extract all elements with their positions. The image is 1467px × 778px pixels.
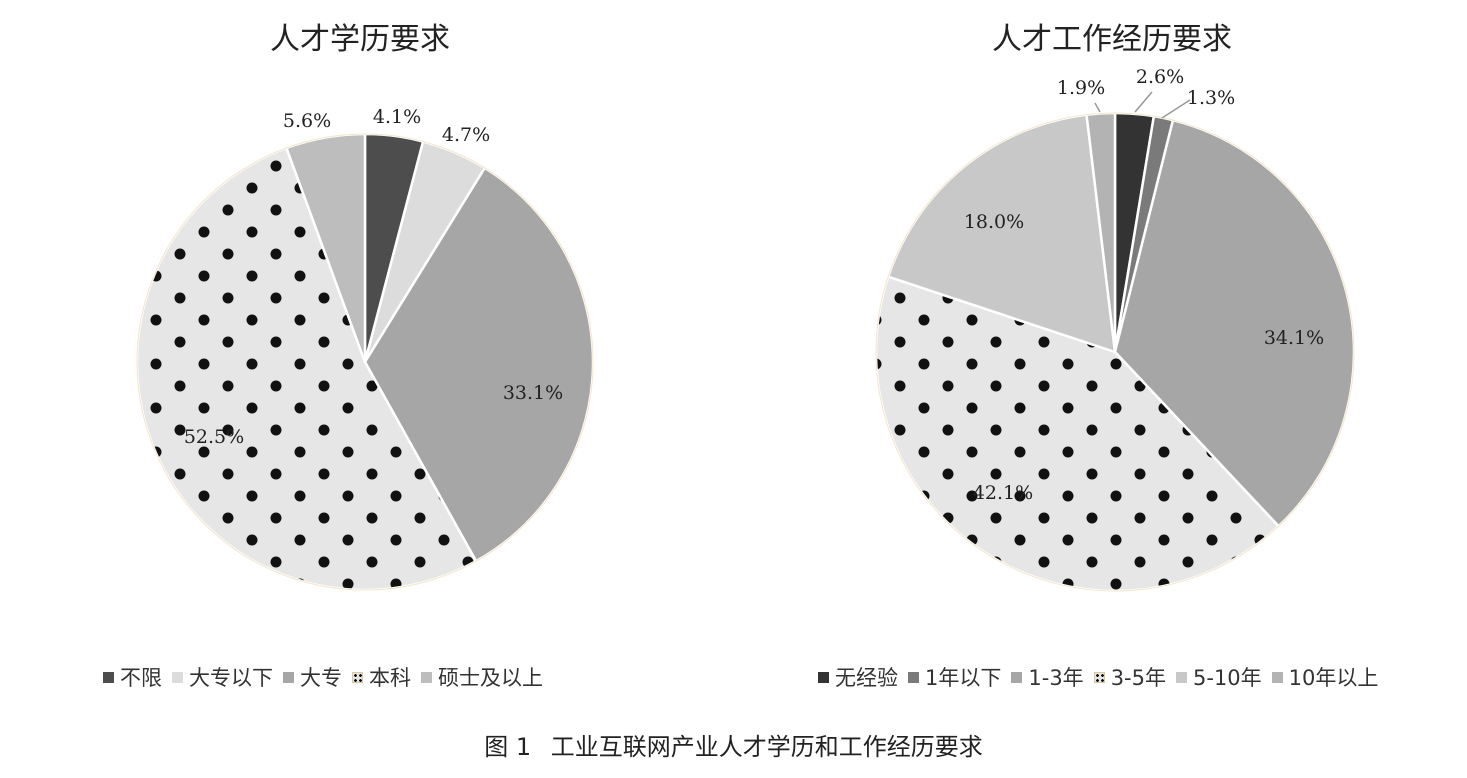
legend-item-1-2: 1-3年 (1011, 662, 1084, 692)
chart-title-education: 人才学历要求 (270, 22, 450, 57)
legend-label: 本科 (369, 666, 411, 690)
data-label-1-1: 1.3% (1187, 87, 1235, 109)
legend-swatch-icon (1271, 671, 1283, 683)
data-label-1-4: 18.0% (964, 211, 1024, 233)
legend-label: 5-10年 (1193, 666, 1262, 690)
data-label-1-3: 42.1% (973, 482, 1033, 504)
legend-swatch-icon (1011, 671, 1023, 683)
data-label-0-3: 52.5% (184, 426, 244, 448)
legend-swatch-icon (172, 671, 183, 683)
legend-swatch-icon (103, 671, 114, 683)
legend-item-0-4: 硕士及以上 (421, 662, 543, 692)
legend-swatch-icon (818, 671, 829, 683)
figure-caption: 图 1 工业互联网产业人才学历和工作经历要求 (0, 727, 1467, 762)
data-label-0-4: 5.6% (283, 110, 331, 132)
legend-item-1-5: 10年以上 (1271, 662, 1379, 692)
pie-experience: 2.6%1.3% 34.1% 42.1% 18.0% 1.9% (874, 66, 1356, 593)
legend-label: 大专 (300, 666, 342, 690)
legend-item-0-3: 本科 (352, 662, 411, 692)
legend-item-1-3: 3-5年 (1093, 662, 1166, 692)
legend-label: 硕士及以上 (438, 666, 543, 690)
legend-item-1-0: 无经验 (818, 662, 898, 692)
legend-label: 10年以上 (1288, 666, 1379, 690)
legend-education: 不限 大专以下 大专 本科 硕士及以上 (103, 662, 553, 692)
legend-item-0-2: 大专 (283, 662, 342, 692)
data-label-0-2: 33.1% (503, 382, 563, 404)
data-label-0-1: 4.7% (442, 124, 490, 146)
legend-experience: 无经验 1年以下 1-3年 3-5年 5-10年 10年以上 (818, 662, 1388, 692)
data-label-1-2: 34.1% (1264, 327, 1324, 349)
legend-item-1-1: 1年以下 (908, 662, 1001, 692)
leader-line-1-0 (1134, 91, 1153, 113)
legend-swatch-icon (908, 671, 919, 683)
legend-label: 1年以下 (925, 666, 1002, 690)
legend-swatch-icon (352, 671, 363, 683)
legend-label: 1-3年 (1028, 666, 1084, 690)
legend-label: 不限 (120, 666, 162, 690)
data-label-0-0: 4.1% (373, 106, 421, 128)
legend-label: 大专以下 (189, 666, 273, 690)
figure-number: 图 1 (484, 733, 532, 761)
chart-title-experience: 人才工作经历要求 (992, 22, 1232, 57)
data-label-1-0: 2.6% (1136, 66, 1184, 88)
legend-item-0-1: 大专以下 (172, 662, 273, 692)
leader-line-1-1 (1161, 99, 1191, 119)
data-label-1-5: 1.9% (1057, 77, 1105, 99)
legend-swatch-icon (421, 671, 432, 683)
pie-rim-0 (136, 133, 594, 591)
pie-education: 4.1% 4.7% 33.1% 52.5% 5.6% (135, 106, 595, 592)
figure-caption-text: 工业互联网产业人才学历和工作经历要求 (550, 733, 983, 761)
legend-label: 3-5年 (1110, 666, 1166, 690)
legend-label: 无经验 (835, 666, 898, 690)
legend-item-1-4: 5-10年 (1176, 662, 1262, 692)
legend-swatch-icon (1176, 671, 1187, 683)
pie-rim-1 (875, 112, 1355, 592)
leader-line-1-5 (1094, 102, 1101, 113)
legend-swatch-icon (283, 671, 294, 683)
legend-item-0-0: 不限 (103, 662, 162, 692)
legend-swatch-icon (1093, 671, 1105, 683)
